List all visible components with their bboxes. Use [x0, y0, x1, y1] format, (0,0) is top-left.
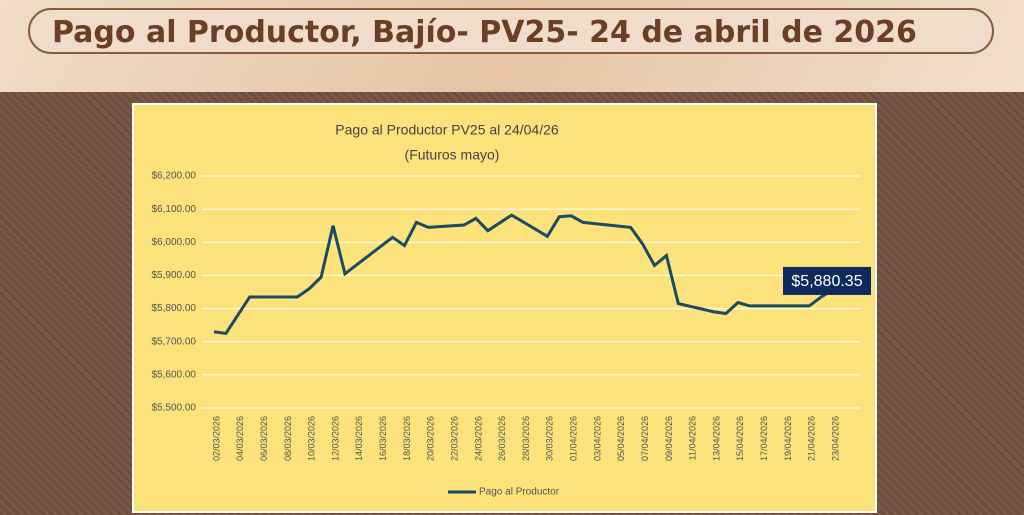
x-tick-label: 22/03/2026 [449, 416, 459, 461]
y-tick-label: $5,600.00 [152, 369, 197, 380]
x-tick-label: 30/03/2026 [545, 416, 555, 461]
y-tick-label: $6,000.00 [152, 237, 197, 248]
y-tick-label: $6,100.00 [152, 204, 197, 215]
value-label: $5,880.35 [791, 273, 862, 290]
chart-subtitle: (Futuros mayo) [405, 147, 500, 163]
title-pill: Pago al Productor, Bajío- PV25- 24 de ab… [28, 8, 994, 54]
y-tick-label: $5,500.00 [152, 403, 197, 414]
x-tick-label: 11/04/2026 [688, 416, 698, 460]
legend-label: Pago al Productor [479, 487, 560, 498]
y-tick-label: $6,200.00 [152, 171, 197, 182]
x-tick-label: 18/03/2026 [402, 416, 412, 461]
y-tick-label: $5,900.00 [152, 270, 197, 281]
page-title: Pago al Productor, Bajío- PV25- 24 de ab… [52, 15, 917, 50]
x-tick-label: 03/04/2026 [592, 416, 602, 461]
x-tick-label: 26/03/2026 [497, 416, 507, 461]
x-tick-label: 02/03/2026 [211, 416, 221, 461]
data-line [213, 213, 846, 336]
x-tick-label: 16/03/2026 [378, 416, 388, 461]
x-tick-label: 10/03/2026 [307, 416, 317, 461]
value-label-box [783, 266, 871, 295]
x-tick-label: 08/03/2026 [283, 416, 293, 461]
y-tick-label: $5,700.00 [152, 336, 197, 347]
x-tick-label: 06/03/2026 [259, 416, 269, 461]
x-tick-label: 14/03/2026 [354, 416, 364, 461]
x-tick-label: 13/04/2026 [711, 416, 721, 461]
x-tick-label: 12/03/2026 [330, 416, 340, 461]
x-tick-label: 23/04/2026 [830, 416, 840, 461]
x-tick-label: 04/03/2026 [235, 416, 245, 461]
chart-area [132, 103, 877, 513]
x-tick-label: 01/04/2026 [569, 416, 579, 461]
header: Pago al Productor, Bajío- PV25- 24 de ab… [0, 0, 1024, 92]
x-tick-label: 09/04/2026 [664, 416, 674, 461]
y-tick-label: $5,800.00 [152, 303, 197, 314]
x-tick-label: 24/03/2026 [473, 416, 483, 461]
x-tick-label: 20/03/2026 [426, 416, 436, 461]
x-tick-label: 21/04/2026 [807, 416, 817, 461]
x-tick-label: 15/04/2026 [735, 416, 745, 461]
x-tick-label: 05/04/2026 [616, 416, 626, 461]
x-tick-label: 19/04/2026 [783, 416, 793, 461]
x-tick-label: 28/03/2026 [521, 416, 531, 461]
x-tick-label: 17/04/2026 [759, 416, 769, 461]
chart-title: Pago al Productor PV25 al 24/04/26 [335, 122, 559, 138]
x-tick-label: 07/04/2026 [640, 416, 650, 461]
